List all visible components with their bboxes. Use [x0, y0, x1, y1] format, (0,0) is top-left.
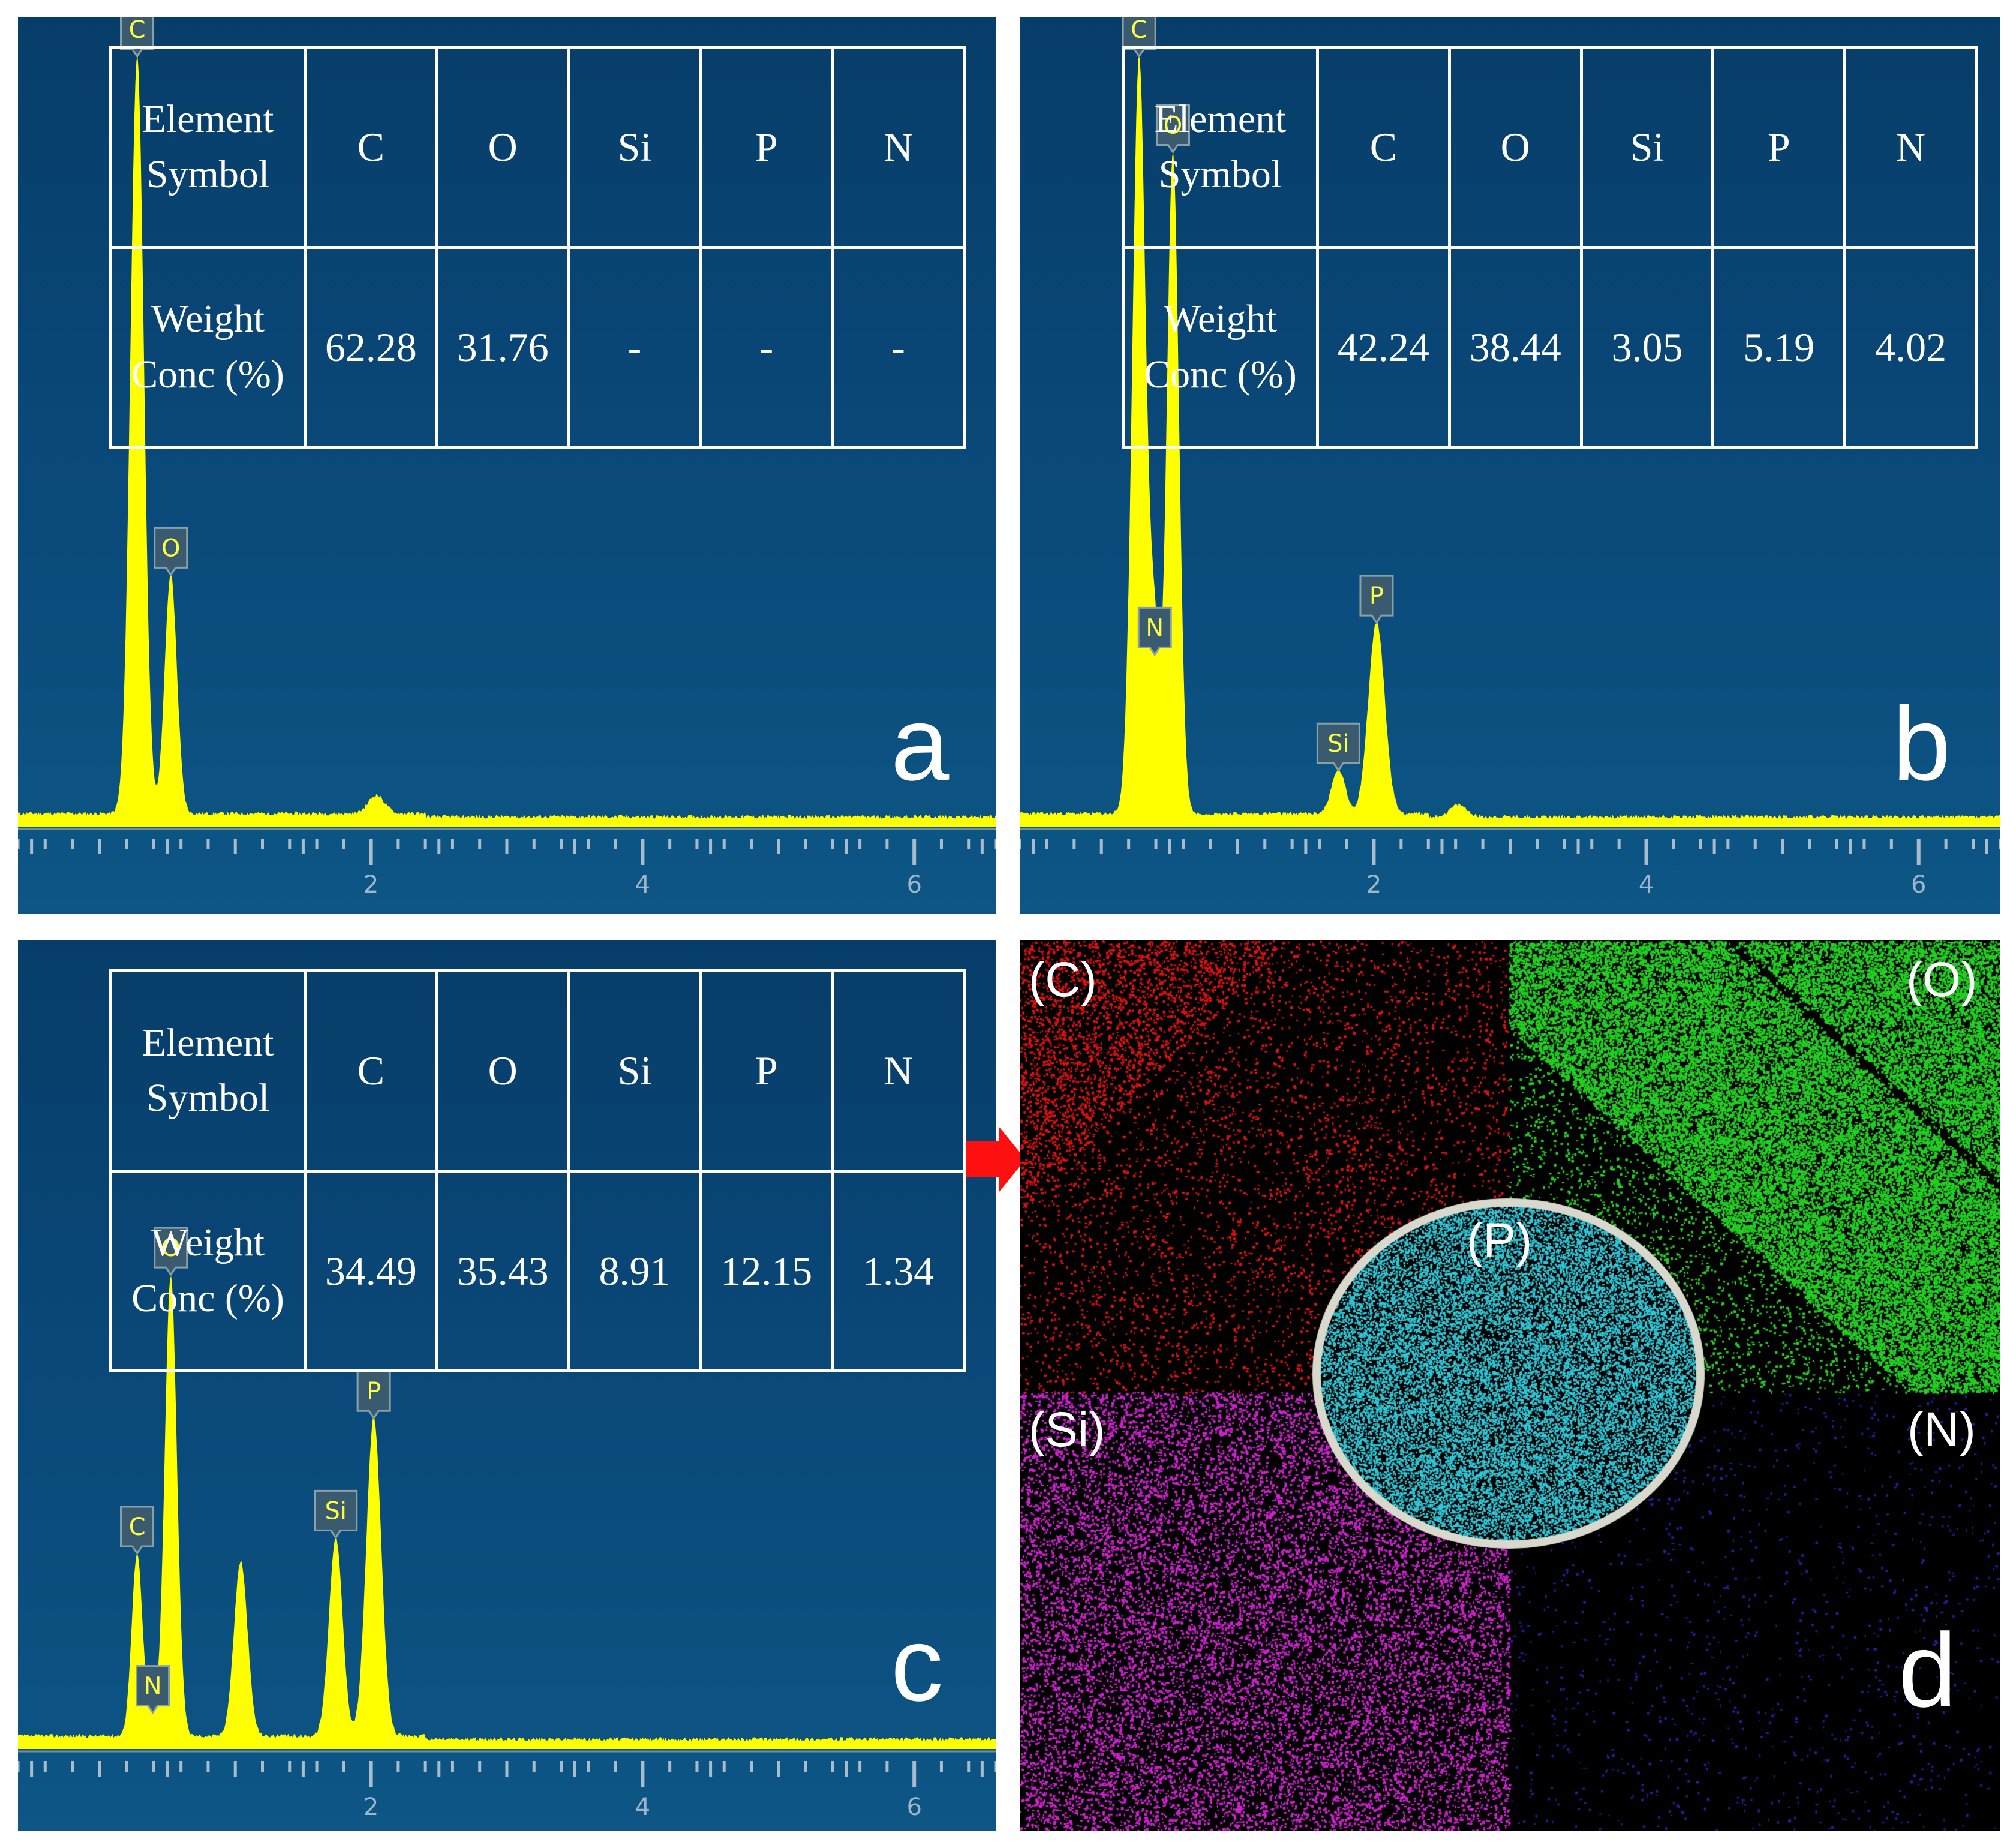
element-map-canvas [1020, 940, 2000, 1831]
panel-letter-a: a [891, 686, 950, 803]
value-cell: 38.44 [1447, 245, 1583, 449]
value-cell: 5.19 [1711, 245, 1847, 449]
element-cell: N [831, 969, 966, 1173]
red-arrow-icon [966, 1126, 1026, 1192]
peak-label: O [161, 534, 180, 562]
peak-label: C [129, 1513, 146, 1541]
x-tick-label: 4 [1639, 871, 1654, 899]
peak-label: C [1131, 17, 1147, 44]
value-cell: 3.05 [1579, 245, 1715, 449]
peak-marker-p: P [1359, 575, 1394, 624]
element-cell: C [1316, 46, 1451, 249]
weight-conc-header: Weight Conc (%) [109, 245, 307, 449]
element-cell: Si [567, 969, 702, 1173]
element-cell: Si [567, 46, 702, 249]
element-cell: P [1711, 46, 1847, 249]
element-cell: O [435, 46, 570, 249]
peak-marker-o: O [154, 527, 188, 577]
value-cell: 35.43 [435, 1169, 570, 1372]
map-label-n: (N) [1907, 1402, 1976, 1457]
x-tick-label: 6 [906, 1793, 921, 1821]
value-cell: 4.02 [1843, 245, 1978, 449]
element-cell: O [1447, 46, 1583, 249]
peak-label: Si [325, 1497, 347, 1525]
map-label-si: (Si) [1029, 1402, 1105, 1457]
value-cell: 34.49 [304, 1169, 438, 1372]
peak-marker-n: N [1137, 606, 1172, 657]
element-map-panel: (C) (O) (Si) (N) (P) d [1020, 940, 2000, 1831]
x-tick-label: 2 [363, 1793, 378, 1821]
map-label-c: (C) [1029, 952, 1097, 1007]
weight-conc-header: Weight Conc (%) [1122, 245, 1319, 449]
element-cell: C [304, 969, 438, 1173]
peak-marker-c: C [120, 1506, 155, 1555]
table-header-row: Element Symbol C O Si P N [109, 969, 966, 1173]
element-symbol-header: Element Symbol [109, 969, 307, 1173]
table-value-row: Weight Conc (%) 42.24 38.44 3.05 5.19 4.… [1122, 245, 1978, 449]
peak-marker-si: Si [314, 1489, 358, 1540]
value-cell: 12.15 [699, 1169, 834, 1372]
peak-label: C [129, 17, 146, 44]
table-header-row: Element Symbol C O Si P N [1122, 46, 1978, 249]
panel-letter-d: d [1898, 1612, 1957, 1729]
value-cell: 62.28 [304, 245, 438, 449]
value-cell: - [699, 245, 834, 449]
element-cell: O [435, 969, 570, 1173]
x-tick-label: 4 [635, 871, 650, 899]
value-cell: - [567, 245, 702, 449]
composition-table-a: Element Symbol C O Si P N Weight Conc (%… [109, 46, 966, 449]
map-label-o: (O) [1906, 952, 1978, 1007]
eds-spectrum-a: CO2 4 6 [18, 17, 996, 899]
eds-panel-c: C N O Si P 2 4 6 Element Symbol C O Si P N Weig… [18, 940, 996, 1831]
value-cell: - [831, 245, 966, 449]
peak-label: N [144, 1673, 162, 1700]
peak-label: N [1146, 614, 1164, 642]
element-symbol-header: Element Symbol [109, 46, 307, 249]
peak-label: P [366, 1378, 381, 1405]
table-header-row: Element Symbol C O Si P N [109, 46, 966, 249]
x-tick-label: 2 [363, 871, 378, 899]
value-cell: 8.91 [567, 1169, 702, 1372]
element-cell: P [699, 969, 834, 1173]
x-tick-label: 2 [1366, 871, 1381, 899]
panel-letter-b: b [1892, 686, 1951, 803]
element-cell: C [304, 46, 438, 249]
element-cell: N [831, 46, 966, 249]
value-cell: 42.24 [1316, 245, 1451, 449]
composition-table-c: Element Symbol C O Si P N Weight Conc (%… [109, 969, 966, 1372]
composition-table-b: Element Symbol C O Si P N Weight Conc (%… [1122, 46, 1978, 449]
panel-letter-c: c [891, 1606, 944, 1723]
x-tick-label: 6 [1911, 871, 1926, 899]
element-cell: Si [1579, 46, 1715, 249]
weight-conc-header: Weight Conc (%) [109, 1169, 307, 1372]
peak-marker-si: Si [1316, 722, 1360, 772]
eds-panel-b: C N O Si P 2 4 6 Element Symbol C O Si P N Weig… [1020, 17, 2000, 914]
value-cell: 31.76 [435, 245, 570, 449]
table-value-row: Weight Conc (%) 62.28 31.76 - - - [109, 245, 966, 449]
x-tick-label: 6 [906, 871, 921, 899]
peak-label: P [1369, 582, 1384, 610]
peak-marker-p: P [356, 1370, 391, 1420]
x-tick-label: 4 [635, 1793, 650, 1821]
element-symbol-header: Element Symbol [1122, 46, 1319, 249]
table-value-row: Weight Conc (%) 34.49 35.43 8.91 12.15 1… [109, 1169, 966, 1372]
map-label-p: (P) [1467, 1213, 1533, 1268]
value-cell: 1.34 [831, 1169, 966, 1372]
element-cell: P [699, 46, 834, 249]
element-cell: N [1843, 46, 1978, 249]
peak-marker-n: N [136, 1665, 170, 1715]
peak-label: Si [1327, 730, 1350, 758]
